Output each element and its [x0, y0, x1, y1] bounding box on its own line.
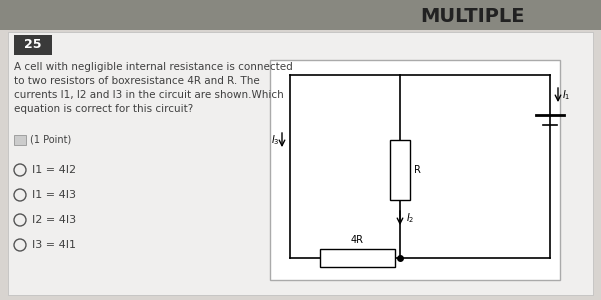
- Text: $I_3$: $I_3$: [272, 133, 280, 147]
- Bar: [14, 135, 26, 145]
- Bar: [8, 32, 593, 295]
- Bar: [270, 60, 560, 280]
- Text: MULTIPLE: MULTIPLE: [420, 7, 525, 26]
- Text: $I_1$: $I_1$: [562, 88, 570, 102]
- Text: R: R: [414, 165, 421, 175]
- Bar: [14, 35, 52, 55]
- Text: I1 = 4I2: I1 = 4I2: [32, 165, 76, 175]
- Bar: [0, 0, 601, 30]
- Text: (1 Point): (1 Point): [30, 135, 72, 145]
- Text: $I_2$: $I_2$: [406, 211, 415, 225]
- Bar: [320, 249, 395, 267]
- Text: 25: 25: [24, 38, 41, 52]
- Text: I1 = 4I3: I1 = 4I3: [32, 190, 76, 200]
- Text: 4R: 4R: [351, 235, 364, 245]
- Text: I2 = 4I3: I2 = 4I3: [32, 215, 76, 225]
- Text: I3 = 4I1: I3 = 4I1: [32, 240, 76, 250]
- Text: A cell with negligible internal resistance is connected
to two resistors of boxr: A cell with negligible internal resistan…: [14, 62, 293, 114]
- Bar: [390, 140, 410, 200]
